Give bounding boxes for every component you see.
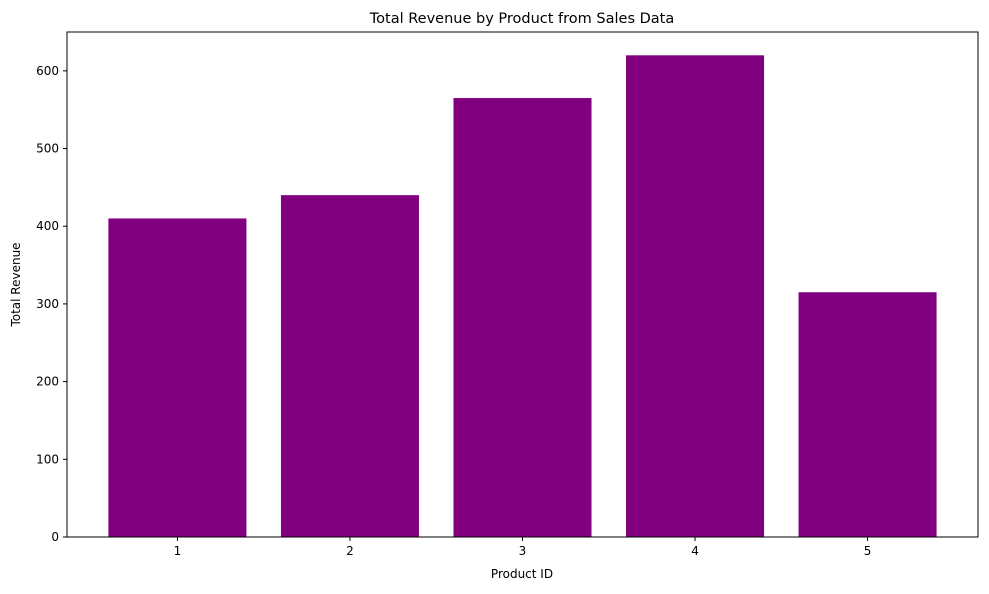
bar-product-3 xyxy=(453,98,592,538)
y-axis: 0 100 200 300 400 500 600 xyxy=(36,64,67,544)
y-tick-label: 200 xyxy=(36,375,59,389)
x-tick-label: 1 xyxy=(174,544,182,558)
x-axis: 1 2 3 4 5 xyxy=(174,537,872,558)
y-tick-label: 600 xyxy=(36,64,59,78)
bar-product-5 xyxy=(798,292,937,537)
y-tick-label: 100 xyxy=(36,452,59,466)
y-tick-label: 500 xyxy=(36,142,59,156)
plot-area-frame xyxy=(66,31,979,538)
bar-product-2 xyxy=(280,195,419,537)
x-tick-label: 2 xyxy=(346,544,354,558)
y-axis-label: Total Revenue xyxy=(9,242,23,327)
bar-product-4 xyxy=(626,55,765,538)
x-axis-label: Product ID xyxy=(491,567,553,581)
chart-title: Total Revenue by Product from Sales Data xyxy=(369,11,674,27)
y-tick-label: 300 xyxy=(36,297,59,311)
bars-group xyxy=(108,55,937,538)
x-tick-label: 5 xyxy=(864,544,872,558)
y-tick-label: 400 xyxy=(36,219,59,233)
y-tick-label: 0 xyxy=(51,530,59,544)
x-tick-label: 4 xyxy=(691,544,699,558)
x-tick-label: 3 xyxy=(519,544,527,558)
bar-product-1 xyxy=(108,218,247,537)
